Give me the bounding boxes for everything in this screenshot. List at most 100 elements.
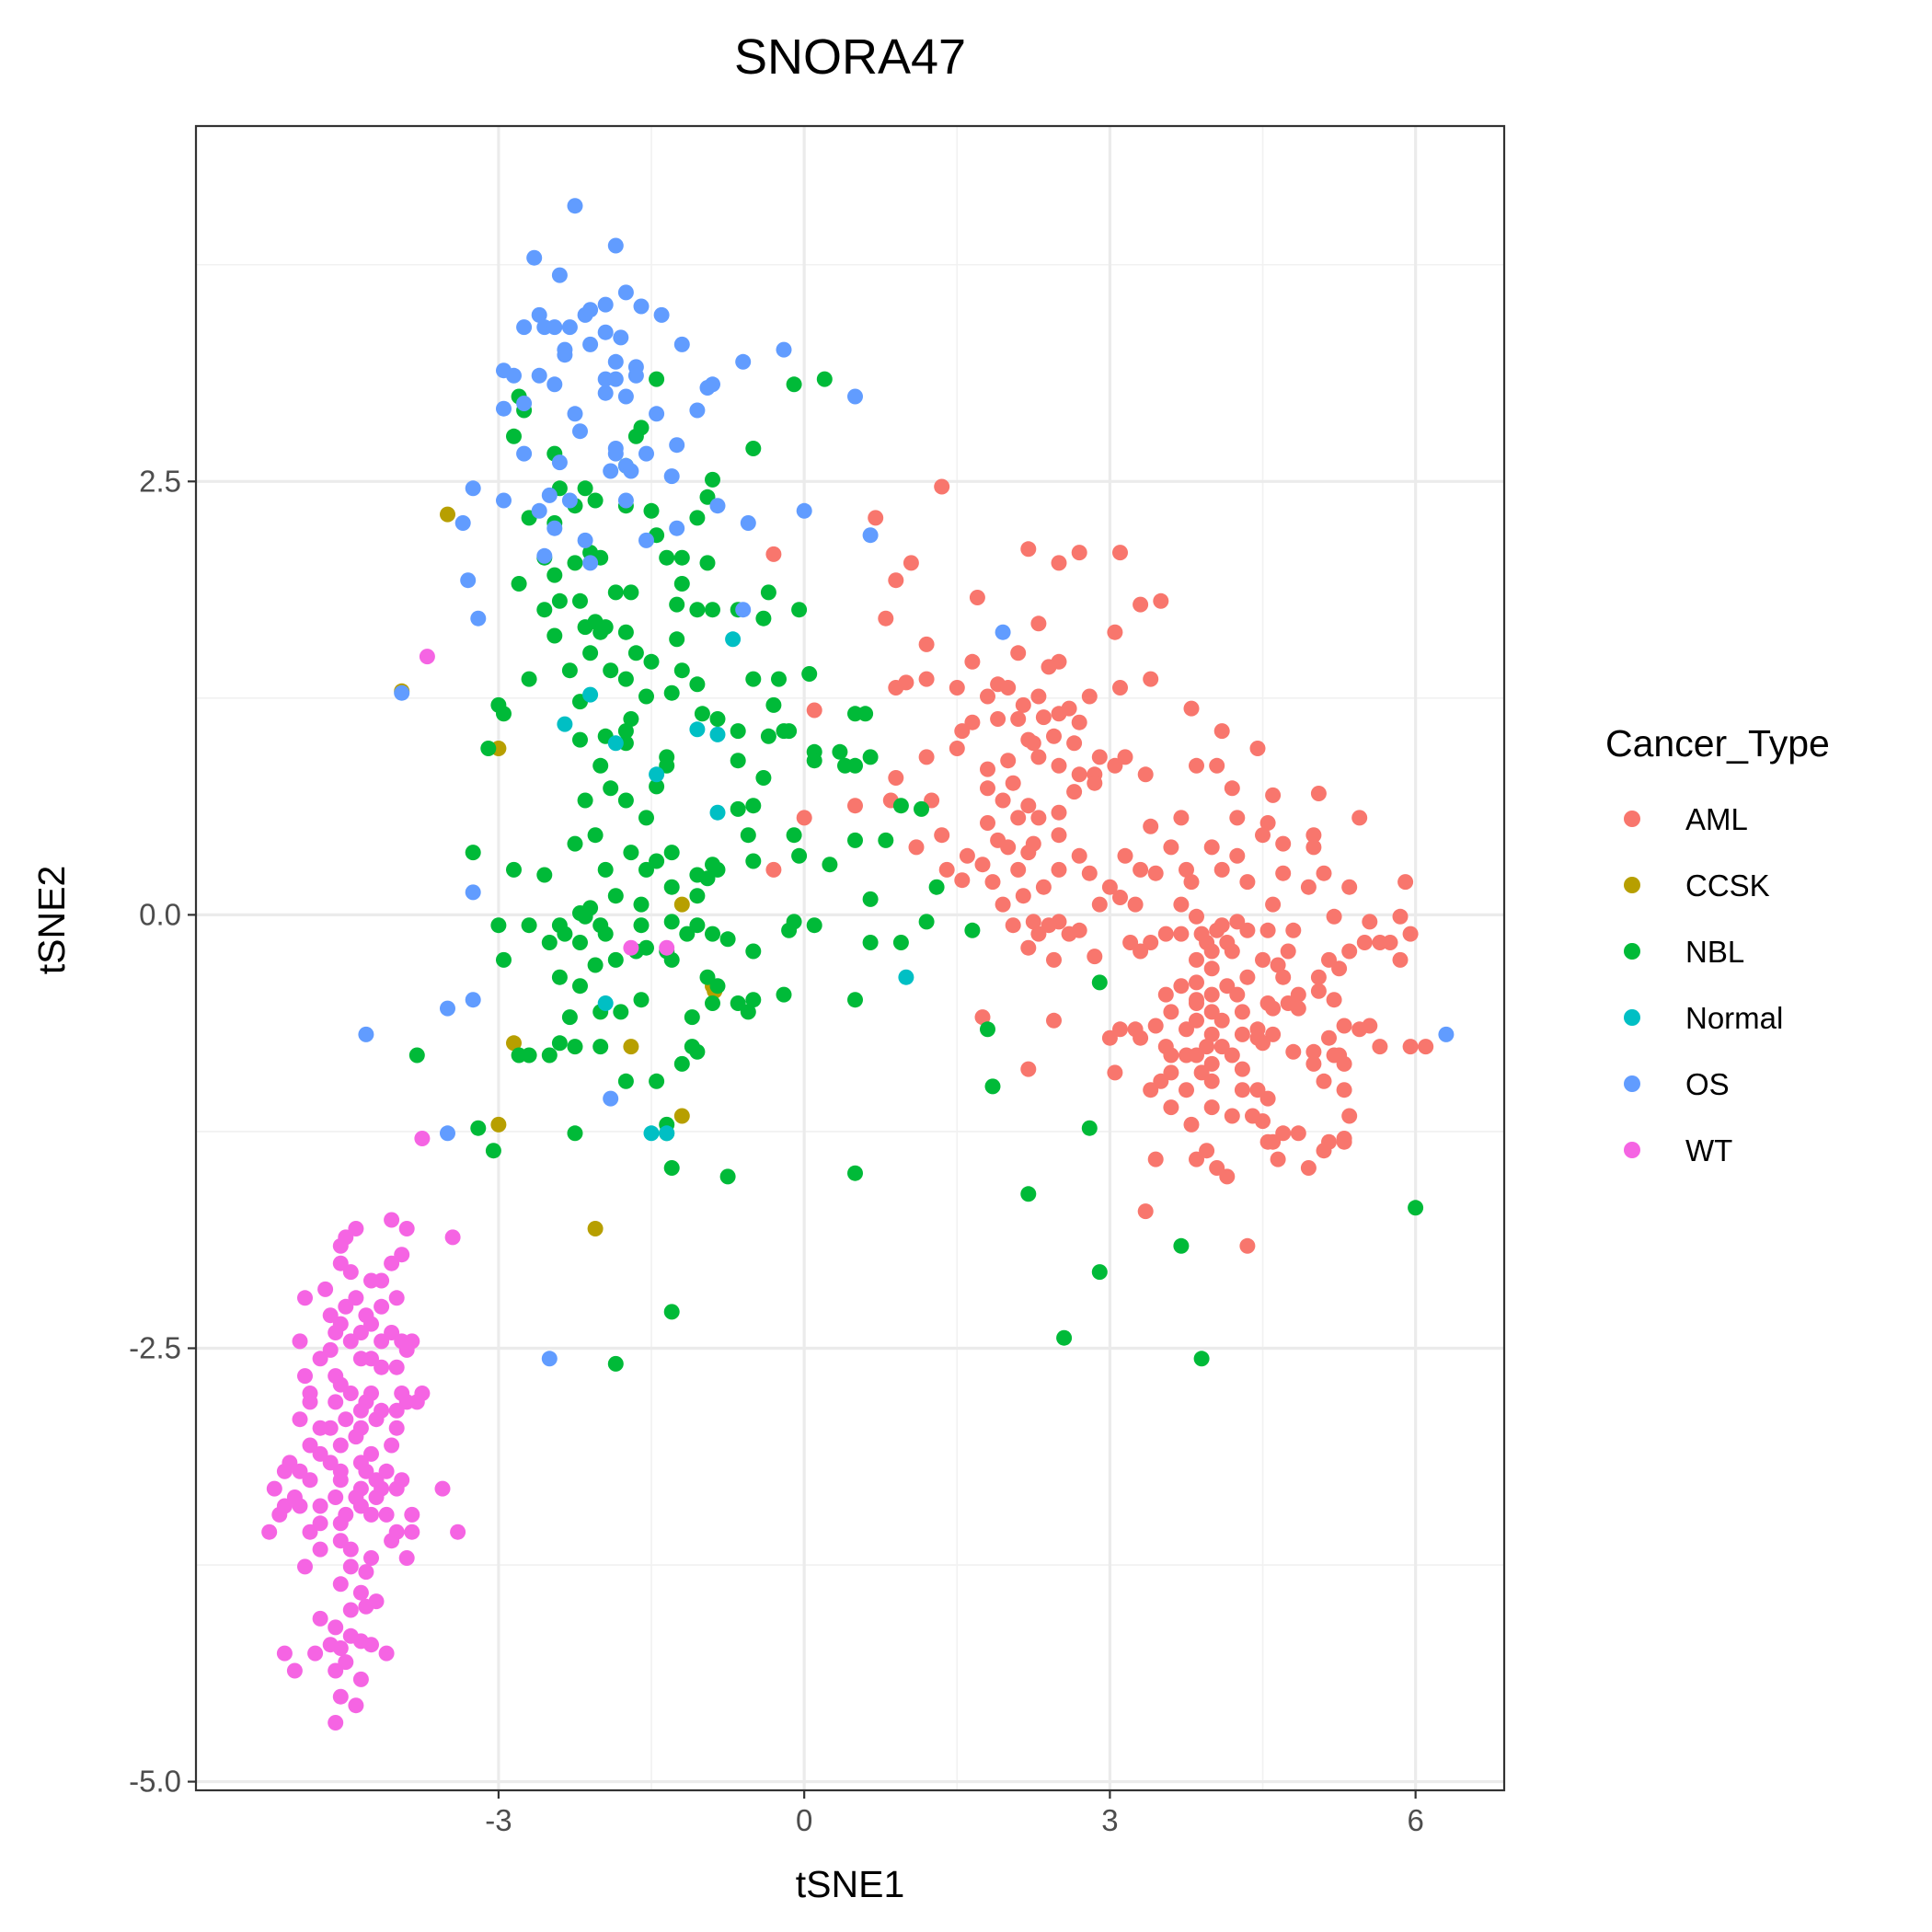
point-aml [1051, 555, 1067, 571]
point-nbl [649, 371, 665, 387]
point-wt [348, 1429, 364, 1445]
point-nbl [918, 914, 935, 930]
point-nbl [847, 832, 863, 848]
point-aml [1091, 896, 1108, 913]
point-nbl [567, 835, 583, 852]
point-nbl [490, 917, 507, 934]
point-os [995, 624, 1011, 640]
point-nbl [561, 662, 578, 679]
point-aml [1041, 917, 1057, 934]
point-aml [1107, 1064, 1123, 1081]
point-aml [1112, 545, 1128, 561]
point-aml [1316, 865, 1332, 881]
point-wt [363, 1445, 379, 1462]
point-aml [1203, 1026, 1220, 1042]
point-nbl [694, 706, 710, 722]
point-aml [1143, 818, 1159, 834]
point-aml [1173, 810, 1190, 826]
point-wt [408, 1394, 425, 1410]
point-os [546, 319, 563, 336]
point-aml [1275, 1125, 1292, 1142]
point-aml [1275, 969, 1292, 985]
point-wt [623, 939, 639, 956]
point-os [617, 284, 634, 301]
point-nbl [689, 917, 706, 934]
point-wt [384, 1437, 400, 1454]
point-aml [1372, 935, 1388, 950]
point-wt [322, 1637, 339, 1653]
point-aml [796, 810, 812, 826]
point-wt [450, 1524, 466, 1540]
point-nbl [791, 602, 808, 618]
point-wt [297, 1368, 313, 1385]
point-aml [1112, 680, 1128, 696]
point-nbl [577, 908, 593, 925]
point-nbl [663, 914, 680, 930]
point-aml [1087, 949, 1103, 965]
point-nbl [617, 624, 634, 640]
x-tick-label: -3 [485, 1803, 512, 1837]
point-nbl [592, 1039, 609, 1055]
point-nbl [663, 684, 680, 701]
point-nbl [669, 631, 685, 648]
point-wt [659, 939, 675, 956]
point-wt [368, 1411, 385, 1428]
point-aml [1234, 1004, 1250, 1020]
point-wt [363, 1550, 379, 1566]
point-aml [1259, 922, 1276, 938]
point-aml [1189, 995, 1204, 1011]
point-aml [1163, 1004, 1179, 1020]
point-aml [1000, 753, 1017, 769]
point-aml [924, 792, 940, 809]
point-aml [1107, 757, 1123, 774]
point-normal [607, 735, 624, 752]
point-aml [1051, 861, 1067, 878]
legend-key-nbl [1624, 943, 1640, 960]
point-nbl [627, 428, 644, 444]
point-nbl [465, 845, 481, 861]
point-nbl [892, 798, 909, 814]
legend-label-os: OS [1685, 1067, 1730, 1101]
point-os [496, 400, 512, 417]
point-nbl [541, 1047, 558, 1064]
point-nbl [496, 951, 512, 968]
point-aml [995, 792, 1011, 809]
point-wt [398, 1221, 415, 1236]
point-wt [322, 1307, 339, 1324]
point-aml [1362, 914, 1378, 930]
point-aml [878, 610, 894, 627]
point-nbl [914, 800, 929, 817]
point-wt [404, 1524, 420, 1540]
point-aml [1290, 986, 1306, 1003]
point-nbl [551, 969, 568, 985]
point-aml [1341, 879, 1358, 895]
point-aml [1290, 1125, 1306, 1142]
point-aml [1066, 735, 1083, 752]
point-aml [938, 861, 955, 878]
point-nbl [806, 917, 822, 934]
point-nbl [577, 480, 593, 497]
point-nbl [557, 926, 573, 942]
point-aml [1305, 827, 1322, 844]
point-nbl [627, 645, 644, 661]
point-nbl [633, 992, 650, 1008]
point-os [557, 347, 573, 363]
point-wt [419, 649, 435, 665]
point-aml [1133, 861, 1149, 878]
point-aml [1336, 1055, 1352, 1072]
point-aml [1101, 1029, 1118, 1046]
point-aml [1255, 1113, 1271, 1130]
point-ccsk [673, 896, 690, 913]
point-nbl [638, 861, 654, 878]
point-aml [1270, 1151, 1286, 1167]
point-wt [394, 1472, 410, 1489]
point-os [551, 267, 568, 283]
point-wt [342, 1333, 359, 1350]
point-os [516, 445, 533, 462]
point-aml [1259, 1090, 1276, 1107]
point-wt [352, 1584, 369, 1601]
point-nbl [567, 1039, 583, 1055]
y-tick-label: 0.0 [139, 897, 181, 931]
point-os [541, 1351, 558, 1367]
point-nbl [587, 492, 604, 509]
